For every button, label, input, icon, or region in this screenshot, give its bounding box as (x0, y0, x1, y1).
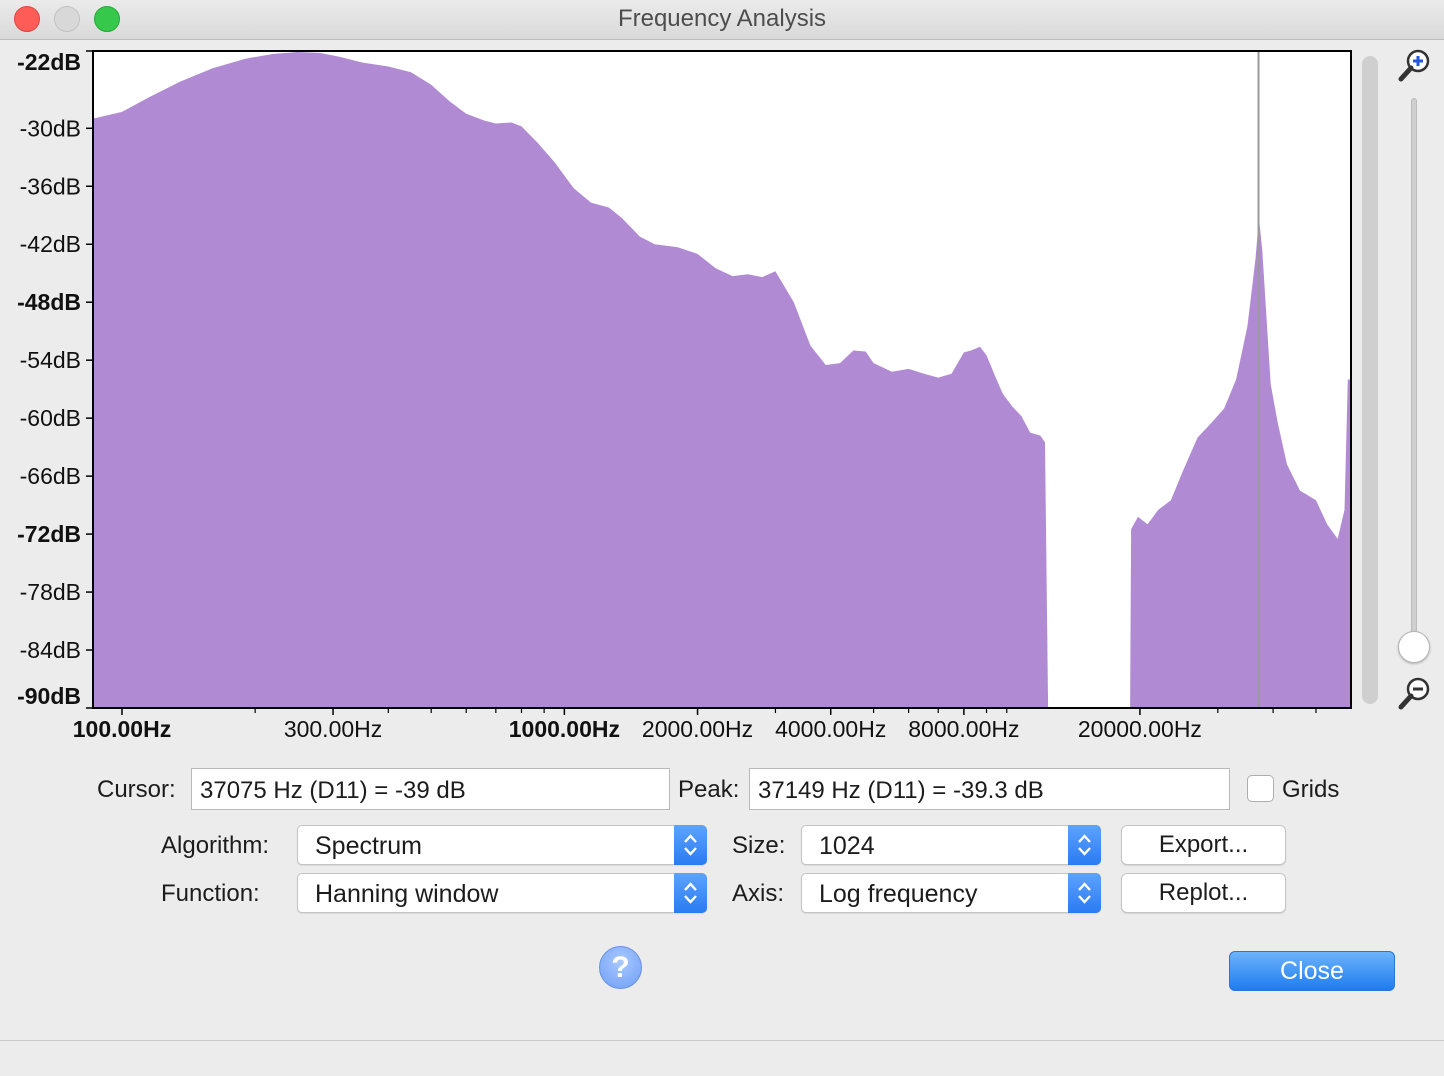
x-tick-label: 100.00Hz (73, 716, 171, 742)
cursor-value-field[interactable]: 37075 Hz (D11) = -39 dB (191, 768, 670, 810)
zoom-out-icon[interactable] (1396, 674, 1434, 712)
size-select-value: 1024 (819, 832, 875, 860)
window-minimize-button[interactable] (54, 6, 80, 32)
status-bar (0, 1040, 1444, 1076)
window-close-button[interactable] (14, 6, 40, 32)
window-zoom-button[interactable] (94, 6, 120, 32)
zoom-slider-thumb[interactable] (1398, 631, 1430, 663)
peak-value-field[interactable]: 37149 Hz (D11) = -39.3 dB (749, 768, 1230, 810)
select-stepper-icon (674, 825, 707, 865)
close-button[interactable]: Close (1229, 951, 1395, 991)
export-button[interactable]: Export... (1121, 825, 1286, 865)
y-tick-label: -48dB (17, 289, 81, 315)
y-tick-label: -30dB (20, 115, 81, 141)
axis-label: Axis: (732, 880, 785, 907)
x-tick-label: 4000.00Hz (775, 716, 886, 742)
y-tick-label: -90dB (17, 683, 81, 709)
select-stepper-icon (674, 873, 707, 913)
y-tick-label: -60dB (20, 405, 81, 431)
function-label: Function: (161, 880, 260, 907)
spectrum-area-series-0 (93, 52, 1351, 708)
algorithm-select[interactable]: Spectrum (297, 825, 707, 865)
axis-select-value: Log frequency (819, 880, 978, 908)
y-tick-label: -72dB (17, 521, 81, 547)
replot-button[interactable]: Replot... (1121, 873, 1286, 913)
x-tick-label: 8000.00Hz (908, 716, 1019, 742)
y-tick-label: -66dB (20, 463, 81, 489)
zoom-in-icon[interactable] (1396, 46, 1434, 84)
function-select[interactable]: Hanning window (297, 873, 707, 913)
size-label: Size: (732, 832, 786, 859)
axis-select[interactable]: Log frequency (801, 873, 1101, 913)
x-tick-label: 300.00Hz (284, 716, 382, 742)
y-tick-label: -84dB (20, 637, 81, 663)
x-tick-label: 2000.00Hz (642, 716, 753, 742)
cursor-label: Cursor: (97, 776, 176, 803)
spectrum-plot[interactable]: -22dB -30dB -36dB -42dB -48dB -54dB -60dB -66dB… (0, 44, 1360, 754)
function-select-value: Hanning window (315, 880, 499, 908)
x-tick-label: 20000.00Hz (1078, 716, 1202, 742)
algorithm-label: Algorithm: (161, 832, 270, 859)
plot-frame (92, 50, 1352, 709)
y-tick-label: -36dB (20, 173, 81, 199)
title-bar: Frequency Analysis (0, 0, 1444, 40)
y-tick-label: -42dB (20, 231, 81, 257)
select-stepper-icon (1068, 873, 1101, 913)
help-icon[interactable]: ? (599, 946, 642, 989)
window-title: Frequency Analysis (617, 5, 827, 32)
zoom-slider-track[interactable] (1411, 98, 1417, 652)
peak-label: Peak: (678, 776, 740, 803)
grids-checkbox[interactable] (1247, 775, 1274, 802)
y-tick-label: -22dB (17, 49, 81, 75)
algorithm-select-value: Spectrum (315, 832, 422, 860)
size-select[interactable]: 1024 (801, 825, 1101, 865)
plot-vertical-scrollbar[interactable] (1362, 56, 1378, 704)
grids-label[interactable]: Grids (1282, 776, 1340, 803)
y-tick-label: -78dB (20, 579, 81, 605)
y-tick-label: -54dB (20, 347, 81, 373)
x-tick-label: 1000.00Hz (509, 716, 620, 742)
select-stepper-icon (1068, 825, 1101, 865)
